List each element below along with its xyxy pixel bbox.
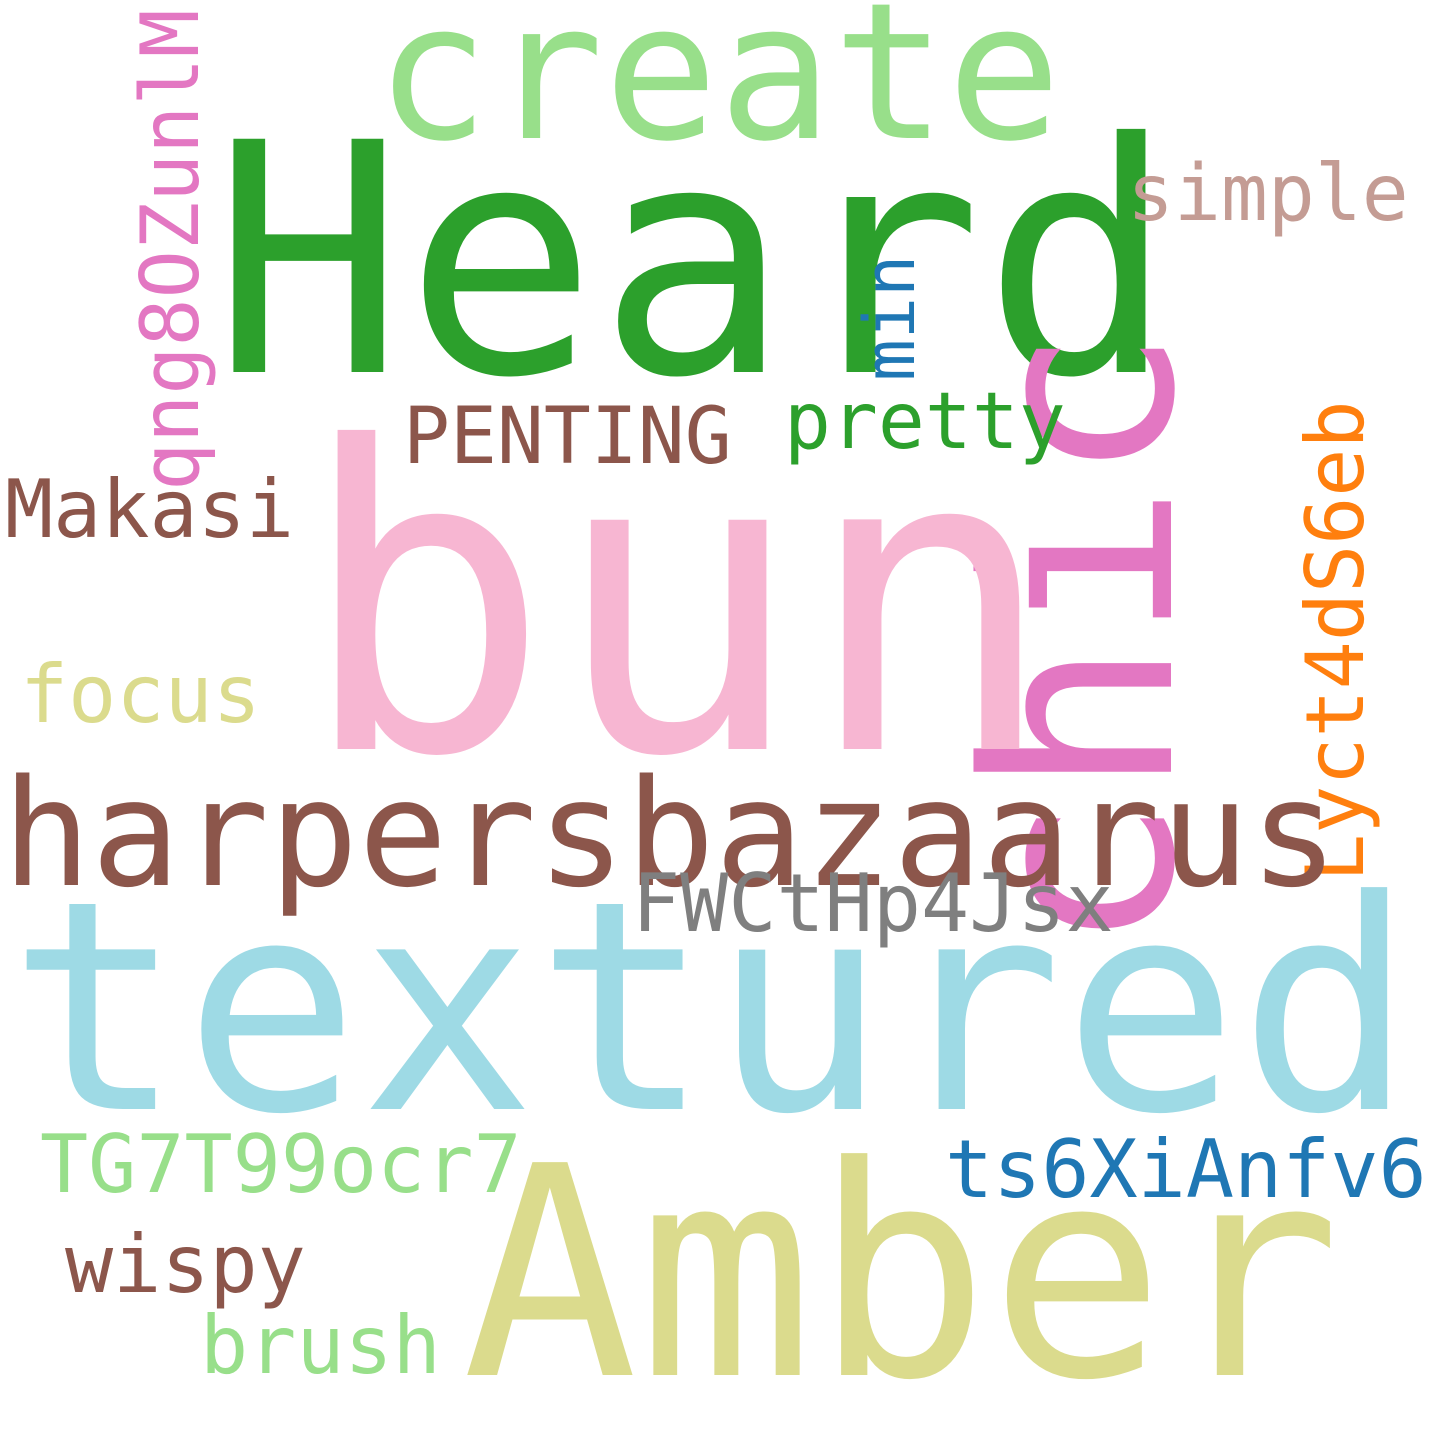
word-amber: Amber — [462, 1104, 1341, 1440]
word-focus: focus — [20, 648, 261, 741]
word-penting: PENTING — [403, 392, 732, 482]
word-ts6: ts6XiAnfv6 — [945, 1123, 1427, 1216]
word-tg7: TG7T99ocr7 — [40, 1118, 522, 1211]
word-bun: bun — [298, 360, 1057, 849]
word-qng: qng8OZunlM — [124, 9, 217, 491]
word-create: create — [375, 0, 1062, 183]
word-brush: brush — [200, 1299, 441, 1392]
word-simple: simple — [1127, 149, 1409, 239]
word-heard: Heard — [212, 76, 1176, 448]
word-wispy: wispy — [65, 1218, 306, 1311]
word-harpers: harpersbazaarus — [2, 748, 1339, 920]
word-makasi: Makasi — [5, 463, 294, 556]
word-pretty: pretty — [784, 377, 1066, 467]
word-textured: textured — [8, 838, 1415, 1178]
word-fwct: FWCtHp4Jsx — [632, 857, 1114, 950]
